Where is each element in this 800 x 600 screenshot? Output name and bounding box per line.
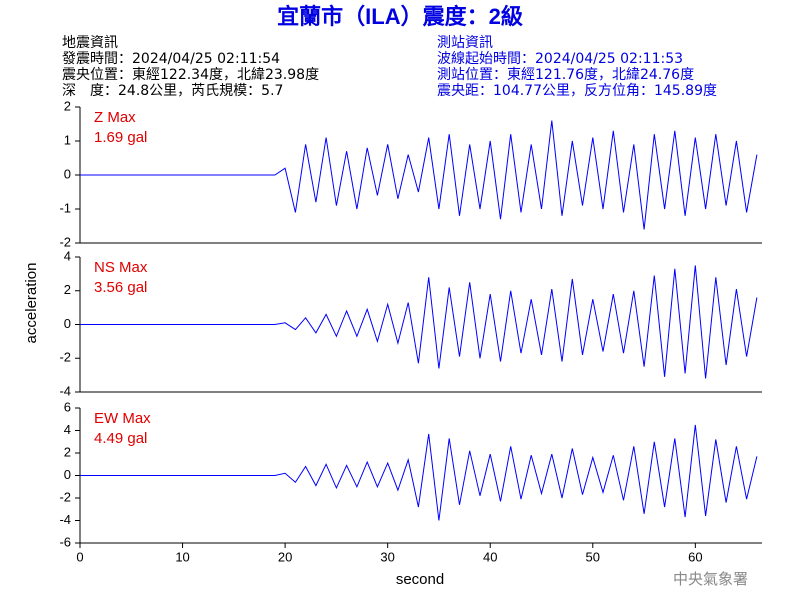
max-value: 3.56 gal (94, 279, 147, 296)
waveform (80, 120, 758, 230)
y-tick-label: -4 (59, 512, 71, 527)
y-tick-label: -2 (59, 489, 71, 504)
y-tick-label: 2 (64, 98, 71, 113)
y-tick-label: -1 (59, 200, 71, 215)
y-tick-label: -4 (59, 383, 71, 398)
info-left: 地震資訊 (62, 35, 118, 51)
x-tick-label: 50 (586, 549, 600, 564)
info-right: 測站位置：東經121.76度，北緯24.76度 (437, 67, 694, 83)
y-tick-label: 6 (64, 399, 71, 414)
info-right: 測站資訊 (437, 35, 493, 51)
info-left: 深 度：24.8公里，芮氏規模：5.7 (62, 82, 283, 99)
max-value: 1.69 gal (94, 129, 147, 146)
info-right: 波線起始時間：2024/04/25 02:11:53 (437, 51, 683, 67)
x-tick-label: 0 (76, 549, 83, 564)
title: 宜蘭市（ILA）震度：2級 (277, 4, 523, 29)
x-axis-label: second (396, 571, 444, 588)
y-tick-label: 4 (64, 422, 71, 437)
x-tick-label: 10 (175, 549, 189, 564)
y-tick-label: 2 (64, 444, 71, 459)
y-tick-label: 0 (64, 166, 71, 181)
y-tick-label: -2 (59, 234, 71, 249)
info-left: 發震時間：2024/04/25 02:11:54 (62, 51, 280, 67)
y-tick-label: 4 (64, 248, 71, 263)
x-tick-label: 60 (688, 549, 702, 564)
y-tick-label: 0 (64, 316, 71, 331)
max-label: NS Max (94, 259, 148, 276)
y-tick-label: -6 (59, 534, 71, 549)
info-left: 震央位置：東經122.34度，北緯23.98度 (62, 67, 319, 83)
waveform (80, 424, 758, 521)
info-right: 震央距：104.77公里，反方位角：145.89度 (437, 83, 717, 99)
y-tick-label: 1 (64, 132, 71, 147)
max-label: Z Max (94, 109, 136, 126)
y-tick-label: -2 (59, 350, 71, 365)
credit: 中央氣象署 (673, 570, 748, 588)
x-tick-label: 20 (278, 549, 292, 564)
x-tick-label: 40 (483, 549, 497, 564)
max-value: 4.49 gal (94, 430, 147, 447)
waveform (80, 265, 758, 379)
max-label: EW Max (94, 410, 151, 427)
y-axis-label: acceleration (23, 263, 40, 344)
y-tick-label: 2 (64, 282, 71, 297)
y-tick-label: 0 (64, 467, 71, 482)
x-tick-label: 30 (380, 549, 394, 564)
